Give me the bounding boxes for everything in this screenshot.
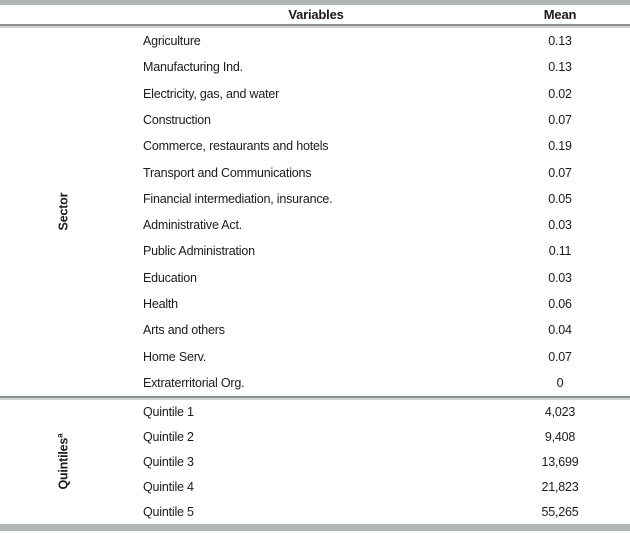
quintiles-section: Quintilesa Quintile 1 4,023 Quintile 2 9… <box>0 400 630 524</box>
table-row: Quintile 1 4,023 <box>0 400 630 425</box>
mean-value: 0.07 <box>548 165 572 180</box>
mean-value: 0.03 <box>548 270 572 285</box>
variable-label: Quintile 4 <box>143 479 194 494</box>
table-row: Home Serv. 0.07 <box>0 343 630 369</box>
table-row: Commerce, restaurants and hotels 0.19 <box>0 133 630 159</box>
mean-value: 0.13 <box>548 60 572 75</box>
variable-label: Electricity, gas, and water <box>143 86 280 101</box>
table-row: Construction 0.07 <box>0 107 630 133</box>
mean-column-header: Mean <box>543 7 577 22</box>
mean-value: 0.05 <box>548 191 572 206</box>
mean-value: 0.07 <box>548 349 572 364</box>
mean-value: 55,265 <box>541 504 579 519</box>
table-row: Quintile 3 13,699 <box>0 450 630 475</box>
table-row: Quintile 5 55,265 <box>0 499 630 524</box>
header-separator-rule <box>0 24 630 28</box>
variable-label: Quintile 1 <box>143 405 194 420</box>
table-row: Financial intermediation, insurance. 0.0… <box>0 186 630 212</box>
section-separator-rule <box>0 396 630 400</box>
table-row: Quintile 2 9,408 <box>0 425 630 450</box>
table-row: Administrative Act. 0.03 <box>0 212 630 238</box>
variable-label: Quintile 5 <box>143 504 194 519</box>
table-row: Arts and others 0.04 <box>0 317 630 343</box>
mean-value: 9,408 <box>544 430 576 445</box>
table-row: Transport and Communications 0.07 <box>0 159 630 185</box>
mean-value: 4,023 <box>544 405 576 420</box>
variable-label: Construction <box>143 112 211 127</box>
mean-value: 21,823 <box>541 479 579 494</box>
variable-label: Administrative Act. <box>143 218 243 233</box>
table-row: Health 0.06 <box>0 291 630 317</box>
variable-label: Financial intermediation, insurance. <box>143 191 333 206</box>
variable-label: Commerce, restaurants and hotels <box>143 139 329 154</box>
variable-label: Education <box>143 270 197 285</box>
sector-rows: Agriculture 0.13 Manufacturing Ind. 0.13… <box>0 28 630 396</box>
variable-label: Extraterritorial Org. <box>143 375 245 390</box>
mean-value: 0.02 <box>548 86 572 101</box>
table-row: Quintile 4 21,823 <box>0 474 630 499</box>
mean-value: 0.03 <box>548 218 572 233</box>
variable-label: Quintile 3 <box>143 454 194 469</box>
table-row: Manufacturing Ind. 0.13 <box>0 54 630 80</box>
variables-column-header: Variables <box>288 7 344 22</box>
mean-value: 0.11 <box>548 244 572 259</box>
table-row: Agriculture 0.13 <box>0 28 630 54</box>
mean-value: 0.07 <box>548 112 572 127</box>
variable-label: Public Administration <box>143 244 255 259</box>
mean-value: 13,699 <box>541 454 579 469</box>
table-row: Public Administration 0.11 <box>0 238 630 264</box>
variable-label: Quintile 2 <box>143 430 194 445</box>
table-row: Extraterritorial Org. 0 <box>0 370 630 396</box>
table-row: Electricity, gas, and water 0.02 <box>0 81 630 107</box>
variable-label: Arts and others <box>143 323 225 338</box>
variable-label: Transport and Communications <box>143 165 312 180</box>
mean-value: 0.19 <box>548 139 572 154</box>
variable-label: Home Serv. <box>143 349 207 364</box>
variable-label: Manufacturing Ind. <box>143 60 243 75</box>
variable-label: Agriculture <box>143 34 201 49</box>
quintiles-rows: Quintile 1 4,023 Quintile 2 9,408 Quinti… <box>0 400 630 524</box>
mean-value: 0.04 <box>548 323 572 338</box>
mean-value: 0.13 <box>548 34 572 49</box>
mean-value: 0 <box>556 375 564 390</box>
table-row: Education 0.03 <box>0 265 630 291</box>
sector-section: Sector Agriculture 0.13 Manufacturing In… <box>0 28 630 396</box>
table-bottom-border <box>0 524 630 531</box>
mean-value: 0.06 <box>548 296 572 311</box>
table-top-border <box>0 0 630 5</box>
variable-label: Health <box>143 296 178 311</box>
